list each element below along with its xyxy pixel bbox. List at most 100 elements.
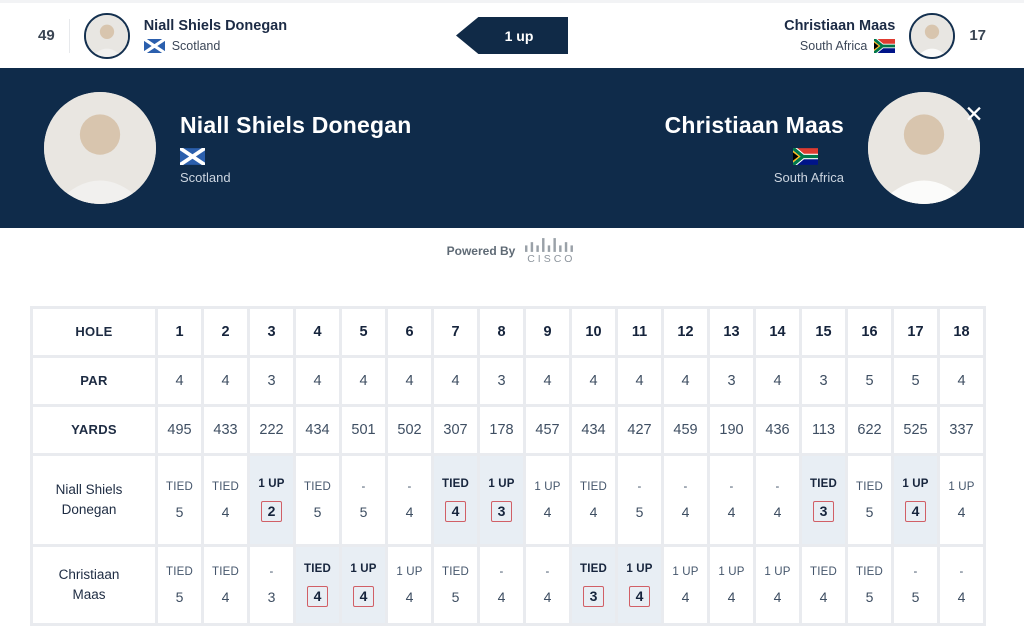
player2-number: 17 [969, 27, 986, 44]
hole-status: - [683, 480, 688, 493]
yards-value: 307 [434, 407, 477, 453]
scotland-flag-icon [180, 147, 205, 165]
yards-value: 525 [894, 407, 937, 453]
scorecard-table: HOLE 1 2 3 4 5 6 7 8 9 10 11 12 13 14 15 16 17 18 PAR 4 4 3 4 4 4… [30, 306, 986, 626]
hole-status: TIED [166, 565, 193, 578]
yards-value: 427 [618, 407, 661, 453]
hole-score: 5 [313, 503, 322, 520]
player2-avatar [909, 12, 956, 59]
hole-score: 4 [957, 588, 966, 605]
score-cell: 1 UP 4 [710, 547, 753, 623]
yards-value: 459 [664, 407, 707, 453]
score-cell: 1 UP 4 [526, 456, 569, 544]
score-cell: TIED 3 [802, 456, 845, 544]
hole-status: TIED [810, 478, 837, 491]
par-value: 3 [802, 358, 845, 404]
hole-status: TIED [166, 480, 193, 493]
hole-score: 4 [405, 503, 414, 520]
hole-status: TIED [212, 565, 239, 578]
hole-number: 15 [802, 309, 845, 355]
hole-number: 7 [434, 309, 477, 355]
par-value: 4 [756, 358, 799, 404]
score-cell: 1 UP 4 [894, 456, 937, 544]
player1-country-label: Scotland [171, 39, 221, 54]
hole-score: 4 [895, 501, 936, 522]
score-cell: -4 [526, 547, 569, 623]
score-cell: -5 [894, 547, 937, 623]
player2-banner-block: Christiaan Maas South Africa [665, 92, 980, 204]
hole-status: 1 UP [948, 480, 975, 493]
score-cell: -5 [618, 456, 661, 544]
player-row-label: Christiaan Maas [33, 547, 155, 623]
score-cell: -4 [756, 456, 799, 544]
hole-score: 4 [221, 588, 230, 605]
close-icon[interactable]: ✕ [960, 100, 988, 128]
hole-status: - [269, 565, 274, 578]
hole-status: - [361, 480, 366, 493]
score-cell: 1 UP 4 [940, 456, 983, 544]
player2-name: Christiaan Maas [784, 17, 896, 34]
yards-value: 622 [848, 407, 891, 453]
yards-value: 457 [526, 407, 569, 453]
player2-summary: Christiaan Maas South Africa 17 [568, 12, 986, 59]
score-cell: TIED 4 [204, 547, 247, 623]
player2-banner-info: Christiaan Maas South Africa [665, 112, 844, 185]
hole-score: 5 [175, 503, 184, 520]
score-cell: TIED 5 [296, 456, 339, 544]
hole-score: 4 [435, 501, 476, 522]
yards-value: 434 [296, 407, 339, 453]
person-avatar-icon [44, 92, 156, 204]
hole-score: 5 [451, 588, 460, 605]
par-value: 4 [526, 358, 569, 404]
hole-row-label: HOLE [33, 309, 155, 355]
par-value: 4 [572, 358, 615, 404]
yards-value: 433 [204, 407, 247, 453]
cisco-wordmark: CISCO [527, 252, 576, 265]
hole-number: 10 [572, 309, 615, 355]
hole-score: 4 [221, 503, 230, 520]
hole-number: 6 [388, 309, 431, 355]
hole-score: 3 [481, 501, 522, 522]
winning-score-box: 4 [904, 501, 927, 522]
par-value: 4 [618, 358, 661, 404]
hole-status: 1 UP [488, 478, 515, 491]
yards-value: 222 [250, 407, 293, 453]
hole-number: 12 [664, 309, 707, 355]
match-status-badge: 1 up [456, 17, 568, 54]
hole-number: 5 [342, 309, 385, 355]
hole-status: TIED [810, 565, 837, 578]
winning-score-box: 3 [812, 501, 835, 522]
par-row: PAR 4 4 3 4 4 4 4 3 4 4 4 4 3 4 3 5 5 4 [33, 358, 983, 404]
score-cell: -4 [664, 456, 707, 544]
hole-score: 4 [773, 503, 782, 520]
hole-status: TIED [856, 565, 883, 578]
hole-score: 5 [865, 588, 874, 605]
score-cell: TIED 5 [848, 547, 891, 623]
score-cell: -3 [250, 547, 293, 623]
par-value: 5 [848, 358, 891, 404]
par-value: 4 [342, 358, 385, 404]
par-value: 3 [250, 358, 293, 404]
player2-country-label: South Africa [799, 39, 868, 54]
yards-value: 190 [710, 407, 753, 453]
person-avatar-icon [868, 92, 980, 204]
player-score-row: Christiaan Maas TIED 5 TIED 4 -3 TIED 4 1 UP 4 1 U… [33, 547, 983, 623]
person-avatar-icon [911, 14, 954, 57]
score-cell: -4 [480, 547, 523, 623]
winning-score-box: 4 [444, 501, 467, 522]
par-value: 3 [710, 358, 753, 404]
score-cell: 1 UP 4 [618, 547, 661, 623]
yards-row: YARDS 495 433 222 434 501 502 307 178 457 434 427 45… [33, 407, 983, 453]
player1-banner-info: Niall Shiels Donegan Scotland [180, 112, 412, 185]
scotland-flag-icon [143, 39, 165, 54]
hole-status: TIED [580, 480, 607, 493]
hole-score: 5 [175, 588, 184, 605]
score-cell: TIED 4 [204, 456, 247, 544]
hole-score: 4 [957, 503, 966, 520]
hole-number: 17 [894, 309, 937, 355]
par-value: 4 [388, 358, 431, 404]
hole-status: TIED [442, 478, 469, 491]
hole-score: 3 [803, 501, 844, 522]
hole-score: 2 [251, 501, 292, 522]
hole-score: 4 [773, 588, 782, 605]
